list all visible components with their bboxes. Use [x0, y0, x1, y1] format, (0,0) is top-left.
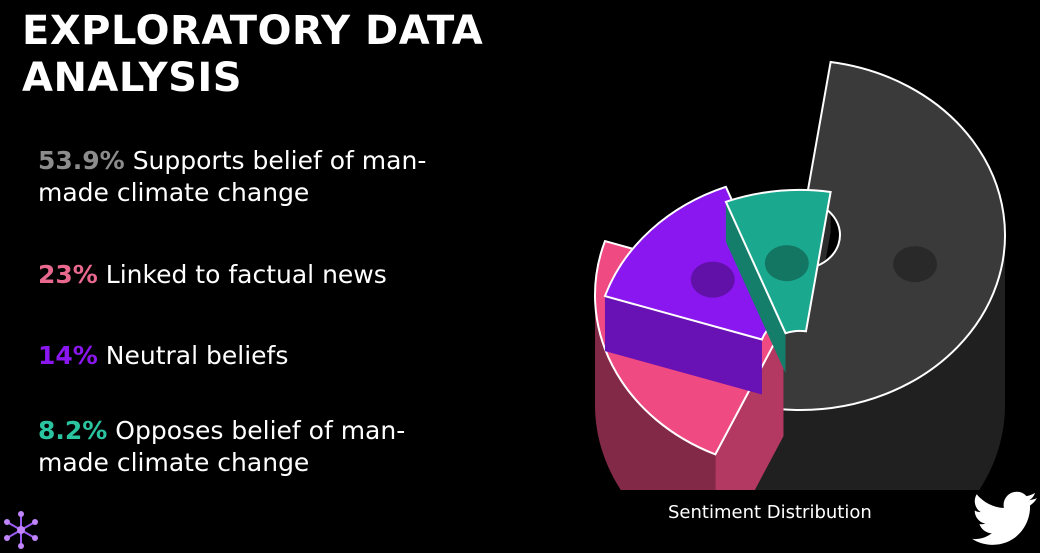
puzzle-pie-chart — [594, 60, 1006, 490]
slice-side — [595, 295, 716, 490]
slice-opposes — [724, 189, 832, 374]
stat-percentage: 23% — [38, 260, 98, 289]
chart-caption: Sentiment Distribution — [668, 502, 872, 523]
puzzle-knob — [690, 261, 735, 298]
slice-side — [715, 235, 1005, 490]
stat-percentage: 53.9% — [38, 146, 125, 175]
slide-title: EXPLORATORY DATA ANALYSIS — [22, 8, 484, 101]
slice-wall — [725, 201, 786, 374]
puzzle-knob — [764, 245, 809, 282]
stat-percentage: 14% — [38, 341, 98, 370]
twitter-bird-icon — [972, 491, 1037, 545]
stat-factual-news: 23% Linked to factual news — [38, 259, 458, 291]
stat-label: Supports belief of man-made climate chan… — [38, 146, 427, 207]
puzzle-knob — [893, 246, 938, 283]
stat-label: Opposes belief of man-made climate chang… — [38, 416, 406, 477]
stat-opposes: 8.2% Opposes belief of man-made climate … — [38, 415, 458, 479]
stat-percentage: 8.2% — [38, 416, 108, 445]
stat-label: Neutral beliefs — [105, 341, 289, 370]
slice-wall — [604, 296, 762, 395]
stat-supports: 53.9% Supports belief of man-made climat… — [38, 145, 458, 209]
stat-label: Linked to factual news — [105, 260, 387, 289]
stat-neutral: 14% Neutral beliefs — [38, 340, 458, 372]
slice-wall — [715, 326, 784, 490]
network-icon — [4, 511, 38, 549]
